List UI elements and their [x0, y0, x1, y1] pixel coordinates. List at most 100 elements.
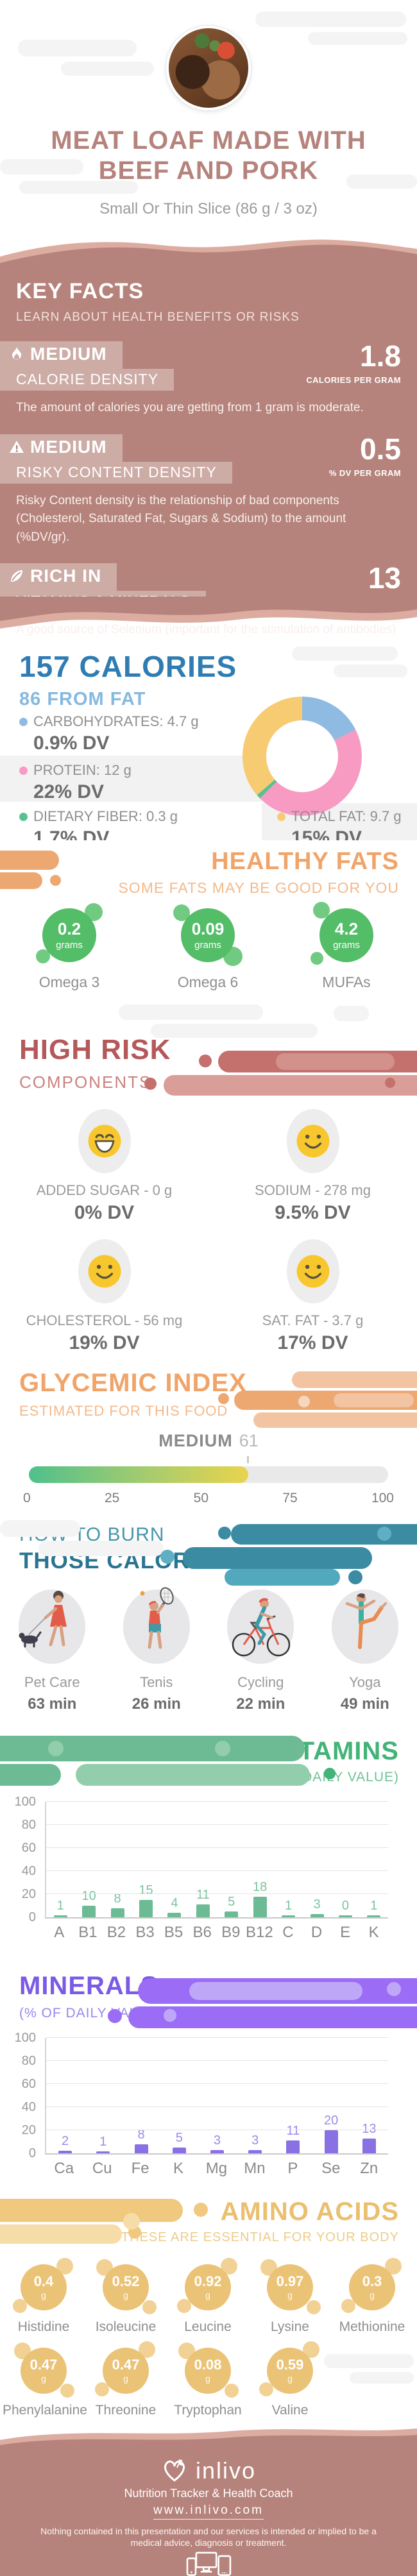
bar-value-label: 5 — [175, 2131, 183, 2145]
fat-item-omega6: 0.09 grams Omega 6 — [139, 904, 277, 991]
key-facts-title: KEY FACTS — [16, 279, 144, 303]
fat-item-mufas: 4.2 grams MUFAs — [277, 902, 416, 991]
scale-tick: 25 — [104, 1491, 120, 1505]
amino-grid: 0.4 g Histidine 0.52 g Isoleucine 0.92 g Leucine… — [0, 2251, 417, 2418]
blob-bump — [36, 949, 50, 963]
brand-logo: inlivo — [0, 2457, 417, 2484]
scale-tick: 100 — [371, 1491, 394, 1505]
brand-name: inlivo — [195, 2457, 257, 2484]
amino-item-threonine: 0.47 g Threonine — [85, 2341, 167, 2418]
glycemic-title: GLYCEMIC INDEX — [19, 1369, 247, 1397]
minerals-title: MINERALS — [19, 1972, 158, 2000]
bar-Cu — [96, 2151, 110, 2153]
x-label-Zn: Zn — [360, 2160, 379, 2177]
scale-tick: 75 — [282, 1491, 298, 1505]
bar-B6 — [196, 1904, 210, 1917]
green-blob: 0.2 grams — [42, 908, 96, 962]
amino-subtitle: THESE ARE ESSENTIAL FOR YOUR BODY — [121, 2230, 399, 2244]
healthy-fats-subtitle: SOME FATS MAY BE GOOD FOR YOU — [118, 879, 399, 896]
gold-blob: 0.47 g — [103, 2348, 149, 2394]
inlivo-heart-icon — [164, 2459, 185, 2482]
x-label-P: P — [287, 2160, 298, 2177]
macro-dv: 15% DV — [291, 827, 362, 840]
bar-A — [53, 1915, 67, 1917]
yoga-icon — [331, 1589, 398, 1664]
tennis-icon — [123, 1587, 190, 1664]
flame-icon — [9, 346, 24, 366]
calories-title: 157 CALORIES — [19, 650, 237, 683]
bar-B3 — [139, 1900, 153, 1917]
macro-row-fat: TOTAL FAT: 9.7 g 15% DV — [277, 808, 402, 840]
fact-label: RISKY CONTENT DENSITY — [0, 461, 232, 484]
gold-blob: 0.59 g — [267, 2348, 313, 2394]
x-label-Cu: Cu — [92, 2160, 112, 2177]
blob-bump — [311, 952, 323, 965]
fiber-bullet-icon — [19, 812, 28, 821]
bar-K — [172, 2148, 186, 2153]
fat-item-omega3: 0.2 grams Omega 3 — [0, 903, 139, 991]
bar-value-label: 5 — [228, 1895, 235, 1909]
high-risk-subtitle: COMPONENTS — [19, 1072, 152, 1092]
x-label-B3: B3 — [135, 1924, 155, 1941]
gauge-marker — [246, 1456, 249, 1463]
gold-blob: 0.97 g — [267, 2264, 313, 2310]
amino-item-tryptophan: 0.08 g Tryptophan — [167, 2343, 249, 2418]
footer-body: inlivo Nutrition Tracker & Health Coach … — [0, 2453, 417, 2576]
gold-blob: 0.08 g — [185, 2348, 231, 2394]
bar-value-label: 20 — [324, 2114, 339, 2128]
x-label-Se: Se — [321, 2160, 341, 2177]
bar-Mg — [210, 2149, 224, 2153]
x-label-B1: B1 — [78, 1924, 98, 1941]
wave-top — [0, 2428, 417, 2454]
bar-value-label: 3 — [213, 2133, 221, 2148]
bar-Ca — [58, 2151, 72, 2153]
row-highlight — [0, 756, 262, 802]
bar-B1 — [82, 1906, 96, 1917]
x-axis-labels: A B1 B2 B3 B5 B6 B9 B12 C D E K — [45, 1924, 388, 1942]
food-photo — [166, 26, 251, 110]
x-label-Mg: Mg — [205, 2160, 228, 2177]
x-label-B12: B12 — [245, 1924, 273, 1941]
bar-B9 — [225, 1911, 239, 1917]
blob-bump — [307, 2300, 321, 2314]
blob-bump — [95, 2382, 109, 2396]
amino-item-histidine: 0.4 g Histidine — [3, 2258, 85, 2335]
macro-row-carbohydrates: CARBOHYDRATES: 4.7 g 0.9% DV — [19, 713, 199, 754]
bar-value-label: 0 — [341, 1899, 349, 1913]
grin-smiley-icon — [78, 1109, 131, 1173]
fact-value: 1.8 — [360, 339, 401, 373]
brand-tagline: Nutrition Tracker & Health Coach — [124, 2487, 293, 2500]
risk-item-cholesterol: CHOLESTEROL - 56 mg 19% DV — [0, 1239, 208, 1354]
bar-value-label: 15 — [139, 1883, 153, 1897]
amino-item-leucine: 0.92 g Leucine — [167, 2258, 249, 2335]
bar-Zn — [362, 2138, 376, 2153]
fact-risky-density: MEDIUM RISKY CONTENT DENSITY 0.5 % DV PE… — [0, 434, 417, 547]
fact-unit: CALORIES PER GRAM — [306, 375, 401, 385]
carbs-bullet-icon — [19, 717, 28, 726]
fact-value-block: 0.5 % DV PER GRAM — [329, 434, 401, 478]
activity-pet-care: Pet Care 63 min — [0, 1589, 105, 1713]
glycemic-subtitle: ESTIMATED FOR THIS FOOD — [19, 1403, 228, 1419]
fact-value: 13 — [368, 561, 401, 595]
high-risk-title: HIGH RISK — [19, 1034, 171, 1065]
website-link[interactable]: www.inlivo.com — [153, 2504, 264, 2520]
fat-bullet-icon — [277, 812, 285, 821]
amino-item-lysine: 0.97 g Lysine — [249, 2259, 331, 2335]
bar-value-label: 13 — [362, 2121, 377, 2136]
cycling-icon — [227, 1589, 294, 1664]
minerals-section: MINERALS (% OF DAILY VALUE) 0 20 40 60 80 100… — [0, 1963, 417, 2194]
gauge-fill — [29, 1466, 248, 1483]
dog-walking-icon — [19, 1589, 86, 1664]
amino-item-valine: 0.59 g Valine — [249, 2341, 331, 2418]
warning-icon — [9, 439, 24, 459]
activity-tennis: Tenis 26 min — [105, 1587, 209, 1713]
fact-badge: MEDIUM — [0, 434, 123, 462]
amino-item-phenylalanine: 0.47 g Phenylalanine — [3, 2343, 87, 2418]
x-label-D: D — [311, 1924, 323, 1941]
bar-B5 — [167, 1912, 182, 1917]
x-label-B2: B2 — [106, 1924, 126, 1941]
macro-dv: 0.9% DV — [33, 733, 110, 754]
header-section: MEAT LOAF MADE WITH BEEF AND PORK Small … — [0, 0, 417, 231]
glycemic-value: 61 — [239, 1431, 259, 1450]
blob-bump — [60, 2384, 74, 2398]
